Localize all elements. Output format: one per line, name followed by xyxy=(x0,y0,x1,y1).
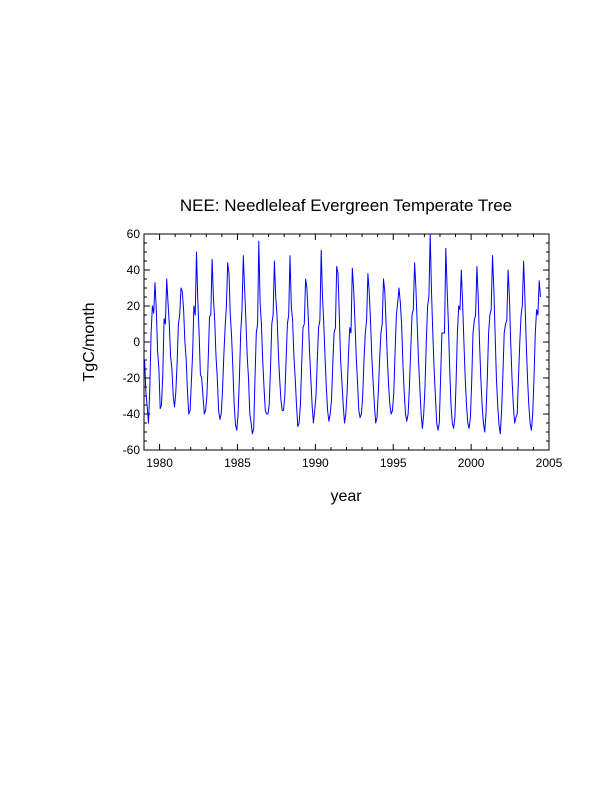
y-tick-label: 20 xyxy=(127,299,141,313)
x-tick-label: 1980 xyxy=(146,456,173,470)
axis-tick-labels: 1980 1985 1990 1995 2000 2005 -60 -40 -20 0 20 40 60 xyxy=(123,227,563,470)
y-tick-label: -40 xyxy=(123,407,141,421)
y-tick-label: 40 xyxy=(127,263,141,277)
axis-ticks xyxy=(143,233,550,451)
x-tick-label: 1995 xyxy=(380,456,407,470)
x-tick-label: 1985 xyxy=(224,456,251,470)
y-tick-label: -20 xyxy=(123,371,141,385)
chart-title: NEE: Needleleaf Evergreen Temperate Tree xyxy=(180,196,512,215)
x-tick-label: 2000 xyxy=(458,456,485,470)
y-tick-label: -60 xyxy=(123,443,141,457)
y-axis-label: TgC/month xyxy=(81,302,98,381)
nee-series-line xyxy=(144,233,541,435)
x-tick-label: 1990 xyxy=(302,456,329,470)
x-axis-label: year xyxy=(330,488,362,505)
y-tick-label: 60 xyxy=(127,227,141,241)
x-tick-label: 2005 xyxy=(536,456,563,470)
y-tick-label: 0 xyxy=(133,335,140,349)
